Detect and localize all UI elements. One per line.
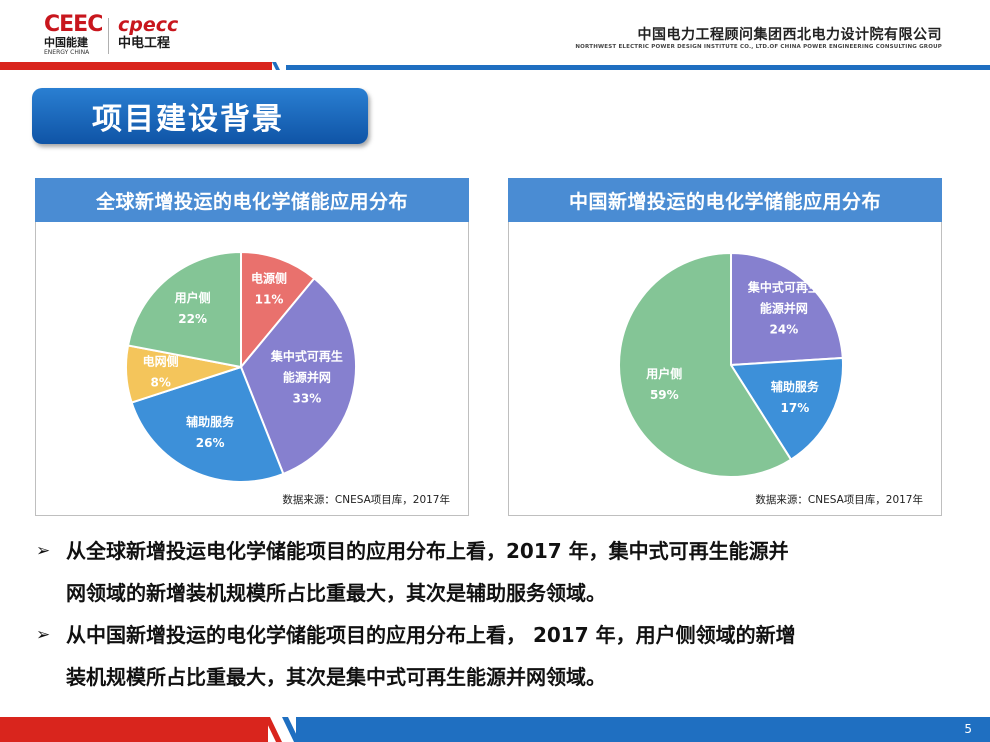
slice-value-label: 11% [255,293,284,307]
footer-bar-slash [264,717,300,742]
slice-category-label: 用户侧 [174,290,211,305]
pie-slice [126,250,242,369]
pie-slice [239,276,357,476]
footer-blue-bar [296,717,990,742]
slice-category-label: 集中式可再生 [747,280,820,295]
pie-slice [240,250,316,370]
pie-slice [730,251,844,367]
slice-category-label: 辅助服务 [186,414,235,429]
bullet-2-line-1: 从中国新增投运的电化学储能项目的应用分布上看， 2017 年，用户侧领域的新增 [66,623,796,647]
bullet-item-1: ➢ 从全球新增投运电化学储能项目的应用分布上看，2017 年，集中式可再生能源并… [36,530,966,614]
global-chart-source: 数据来源：CNESA项目库，2017年 [282,494,450,506]
header-red-bar [0,62,272,70]
slice-category-label: 用户侧 [645,366,682,381]
global-pie-chart: 电源侧 11% 集中式可再生能源并网 33% 辅助服务 26% 电网侧 8% 用户侧 22% [125,250,357,483]
global-chart-panel: 全球新增投运的电化学储能应用分布 电源侧 11% 集中式可再生 能源并网 33% 辅助服务… [35,178,469,516]
china-chart-panel: 中国新增投运的电化学储能应用分布 集中式可再生 能源并网 24% 辅助服务 17% 用户侧… [508,178,942,516]
slice-category-label: 电网侧 [143,354,179,369]
slice-category-label: 集中式可再生 [270,348,343,363]
pie-slice [618,251,793,478]
header-bar-slash [272,62,280,70]
energy-china-logo-en: ENERGY CHINA [44,49,90,56]
bullet-1-line-1: 从全球新增投运电化学储能项目的应用分布上看，2017 年，集中式可再生能源并 [66,539,789,563]
china-chart-source: 数据来源：CNESA项目库，2017年 [755,494,923,506]
page-number: 5 [964,722,972,736]
energy-china-logo: CEEC 中国能建 ENERGY CHINA [44,12,103,57]
energy-china-logo-mark: CEEC [44,12,103,37]
header-blue-bar [286,65,990,70]
slice-value-label: 26% [196,436,225,450]
slice-category-label: 能源并网 [283,369,331,384]
slice-category-label: 能源并网 [760,301,808,316]
pie-slice [729,356,844,461]
slice-category-label: 电源侧 [251,271,287,286]
slice-value-label: 22% [178,312,207,326]
slice-category-label: 辅助服务 [771,379,820,394]
slice-value-label: 24% [770,323,799,337]
cpecc-logo-cn: 中电工程 [118,36,171,51]
section-title: 项目建设背景 [32,88,368,144]
slice-value-label: 33% [293,391,322,405]
logo-divider [108,18,109,54]
bullet-2-line-2: 装机规模所占比重最大，其次是集中式可再生能源并网领域。 [66,665,606,689]
global-chart-title: 全球新增投运的电化学储能应用分布 [35,178,469,222]
slice-value-label: 17% [781,401,810,415]
pie-slice [130,365,285,483]
slice-value-label: 59% [650,388,679,402]
energy-china-logo-cn: 中国能建 [44,36,88,49]
company-name-en: NORTHWEST ELECTRIC POWER DESIGN INSTITUT… [575,44,942,50]
cpecc-logo-mark: cpecc [118,14,179,36]
footer-red-bar [0,717,268,742]
bullet-arrow-icon: ➢ [36,625,51,645]
bullet-arrow-icon: ➢ [36,541,51,561]
china-chart-title: 中国新增投运的电化学储能应用分布 [508,178,942,222]
cpecc-logo: cpecc 中电工程 [118,14,178,52]
slice-value-label: 8% [150,376,170,390]
company-name-cn: 中国电力工程顾问集团西北电力设计院有限公司 [637,27,942,43]
bullet-item-2: ➢ 从中国新增投运的电化学储能项目的应用分布上看， 2017 年，用户侧领域的新… [36,614,966,698]
bullet-list: ➢ 从全球新增投运电化学储能项目的应用分布上看，2017 年，集中式可再生能源并… [36,530,966,698]
china-pie-chart: 集中式可再生能源并网 24% 辅助服务 17% 用户侧 59% [618,251,844,478]
bullet-1-line-2: 网领域的新增装机规模所占比重最大，其次是辅助服务领域。 [66,581,606,605]
